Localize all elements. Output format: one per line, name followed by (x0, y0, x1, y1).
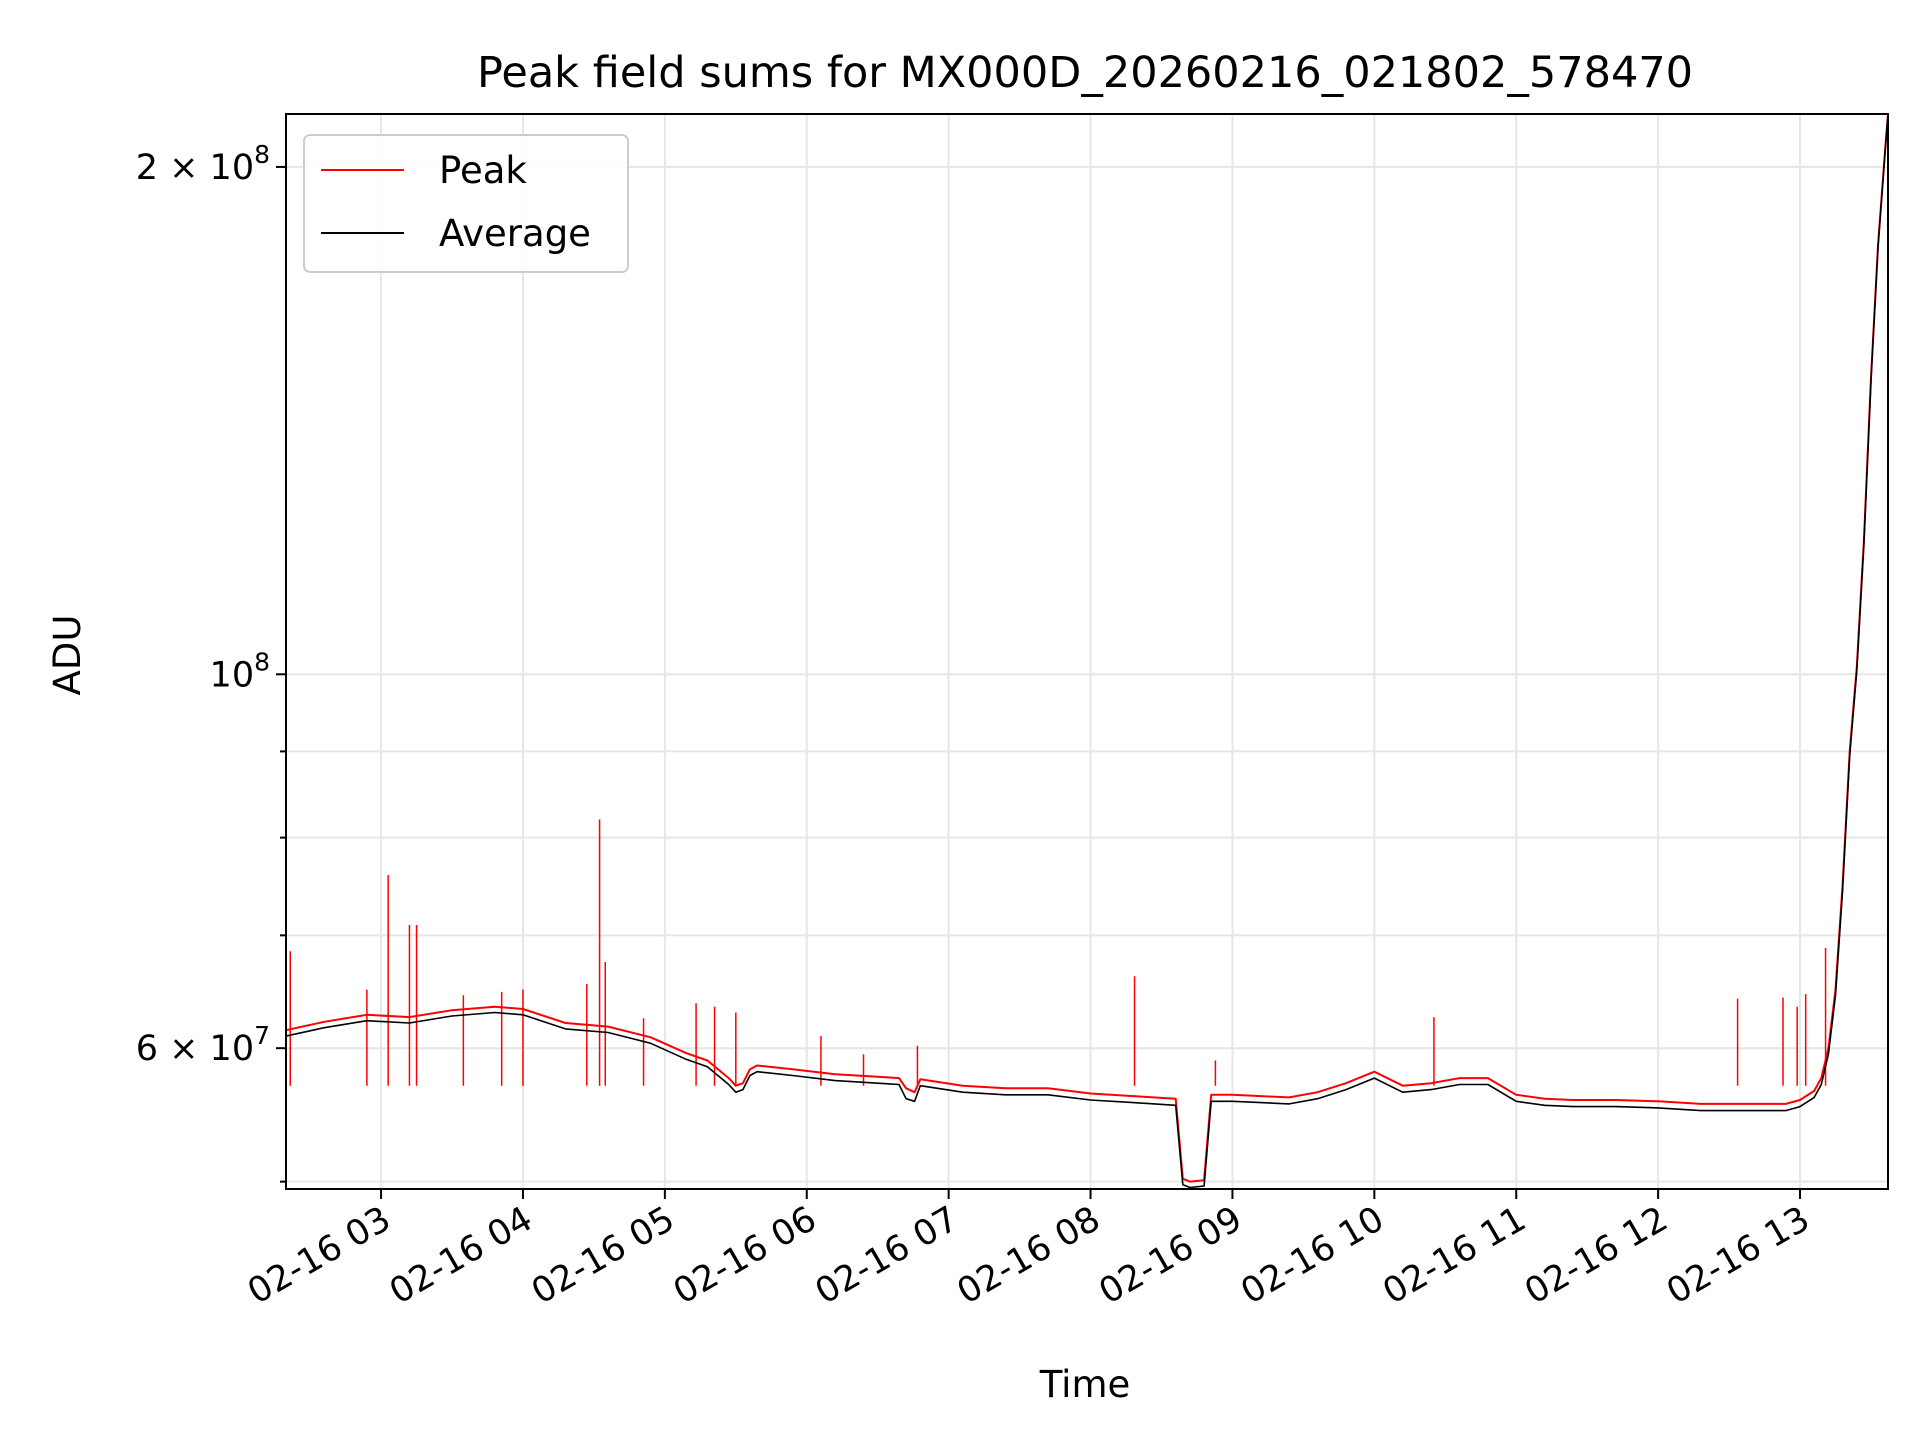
chart-title: Peak field sums for MX000D_20260216_0218… (477, 48, 1693, 98)
y-axis-label: ADU (46, 615, 89, 696)
average-series-line (286, 114, 1888, 1189)
grid (286, 114, 1888, 1189)
y-tick-label: 108 (210, 647, 270, 695)
y-tick-label: 2 × 108 (136, 140, 270, 188)
x-axis-label: Time (1039, 1363, 1131, 1406)
legend: Peak Average (303, 134, 629, 273)
plot-area (286, 114, 1888, 1189)
y-tick-label: 6 × 107 (136, 1021, 270, 1069)
legend-average-label: Average (439, 212, 591, 255)
axes-frame (285, 113, 1889, 1190)
legend-peak-label: Peak (439, 149, 527, 192)
